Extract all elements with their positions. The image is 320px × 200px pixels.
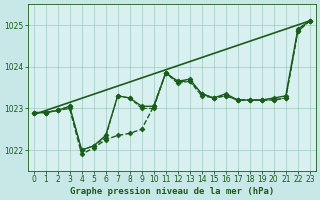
- X-axis label: Graphe pression niveau de la mer (hPa): Graphe pression niveau de la mer (hPa): [69, 187, 274, 196]
